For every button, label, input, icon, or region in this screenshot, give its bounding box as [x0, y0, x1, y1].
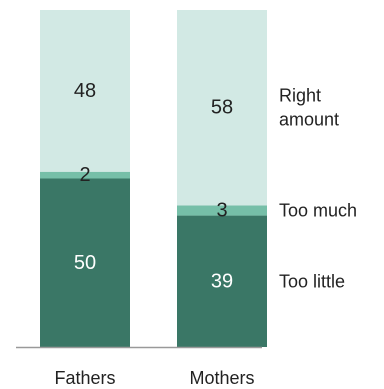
bar-segment-mothers-too-little: [177, 215, 267, 347]
legend-label-line: Too much: [279, 201, 357, 221]
legend-label-too-little: Too little: [279, 271, 345, 291]
legend-label-line: Too little: [279, 271, 345, 291]
bar-segment-fathers-right-amount: [40, 10, 130, 172]
legend-label-right-amount: Right amount: [279, 86, 339, 130]
bar-segment-fathers-too-little: [40, 178, 130, 347]
data-label-fathers-too-little: 50: [74, 252, 96, 274]
category-label-fathers: Fathers: [54, 368, 115, 388]
data-label-mothers-too-much: 3: [216, 200, 227, 222]
bar-segment-mothers-right-amount: [177, 10, 267, 206]
bar-segment-fathers-too-much: [40, 171, 130, 179]
data-label-fathers-too-much: 2: [79, 164, 90, 186]
category-label-mothers: Mothers: [189, 368, 254, 388]
data-label-mothers-too-little: 39: [211, 270, 233, 292]
data-label-mothers-right-amount: 58: [211, 97, 233, 119]
legend-label-too-much: Too much: [279, 201, 357, 221]
data-label-fathers-right-amount: 48: [74, 80, 96, 102]
legend-label-line: Right: [279, 86, 321, 106]
bar-segment-mothers-too-much: [177, 205, 267, 216]
legend-label-line: amount: [279, 110, 339, 130]
